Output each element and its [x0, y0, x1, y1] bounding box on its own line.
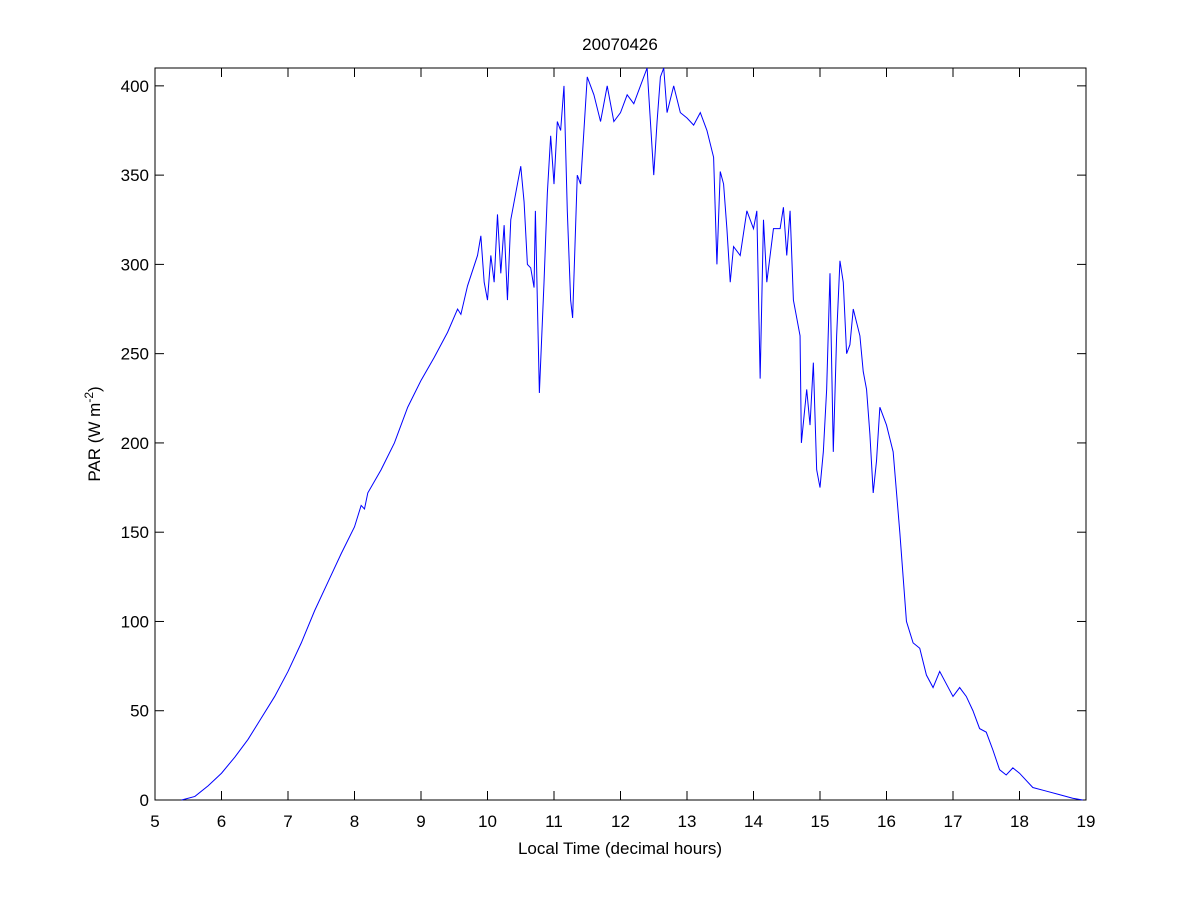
x-tick-label: 6: [217, 812, 226, 831]
x-axis-label: Local Time (decimal hours): [518, 839, 722, 858]
x-tick-label: 8: [350, 812, 359, 831]
y-tick-label: 0: [140, 791, 149, 810]
x-tick-label: 19: [1077, 812, 1096, 831]
chart-title: 20070426: [582, 35, 658, 54]
x-tick-label: 7: [283, 812, 292, 831]
x-tick-label: 12: [611, 812, 630, 831]
y-tick-label: 250: [121, 345, 149, 364]
x-tick-label: 9: [416, 812, 425, 831]
y-tick-label: 200: [121, 434, 149, 453]
x-tick-label: 13: [678, 812, 697, 831]
y-tick-label: 300: [121, 255, 149, 274]
y-tick-label: 400: [121, 77, 149, 96]
plot-frame: [154, 67, 1087, 801]
x-tick-label: 14: [744, 812, 763, 831]
y-axis-label: PAR (W m-2): [82, 386, 104, 481]
x-tick-label: 16: [877, 812, 896, 831]
y-tick-label: 150: [121, 523, 149, 542]
x-tick-label: 10: [478, 812, 497, 831]
y-axis-label-main: PAR (W m: [85, 403, 104, 482]
x-tick-label: 11: [545, 812, 563, 831]
y-axis-label-sup: -2: [82, 392, 96, 403]
x-tick-label: 17: [944, 812, 963, 831]
y-tick-label: 100: [121, 612, 149, 631]
y-axis-label-end: ): [85, 386, 104, 392]
x-tick-label: 5: [150, 812, 159, 831]
x-tick-label: 18: [1010, 812, 1029, 831]
data-line: [181, 67, 1083, 801]
y-tick-label: 350: [121, 166, 149, 185]
x-tick-label: 15: [811, 812, 830, 831]
y-tick-label: 50: [130, 702, 149, 721]
